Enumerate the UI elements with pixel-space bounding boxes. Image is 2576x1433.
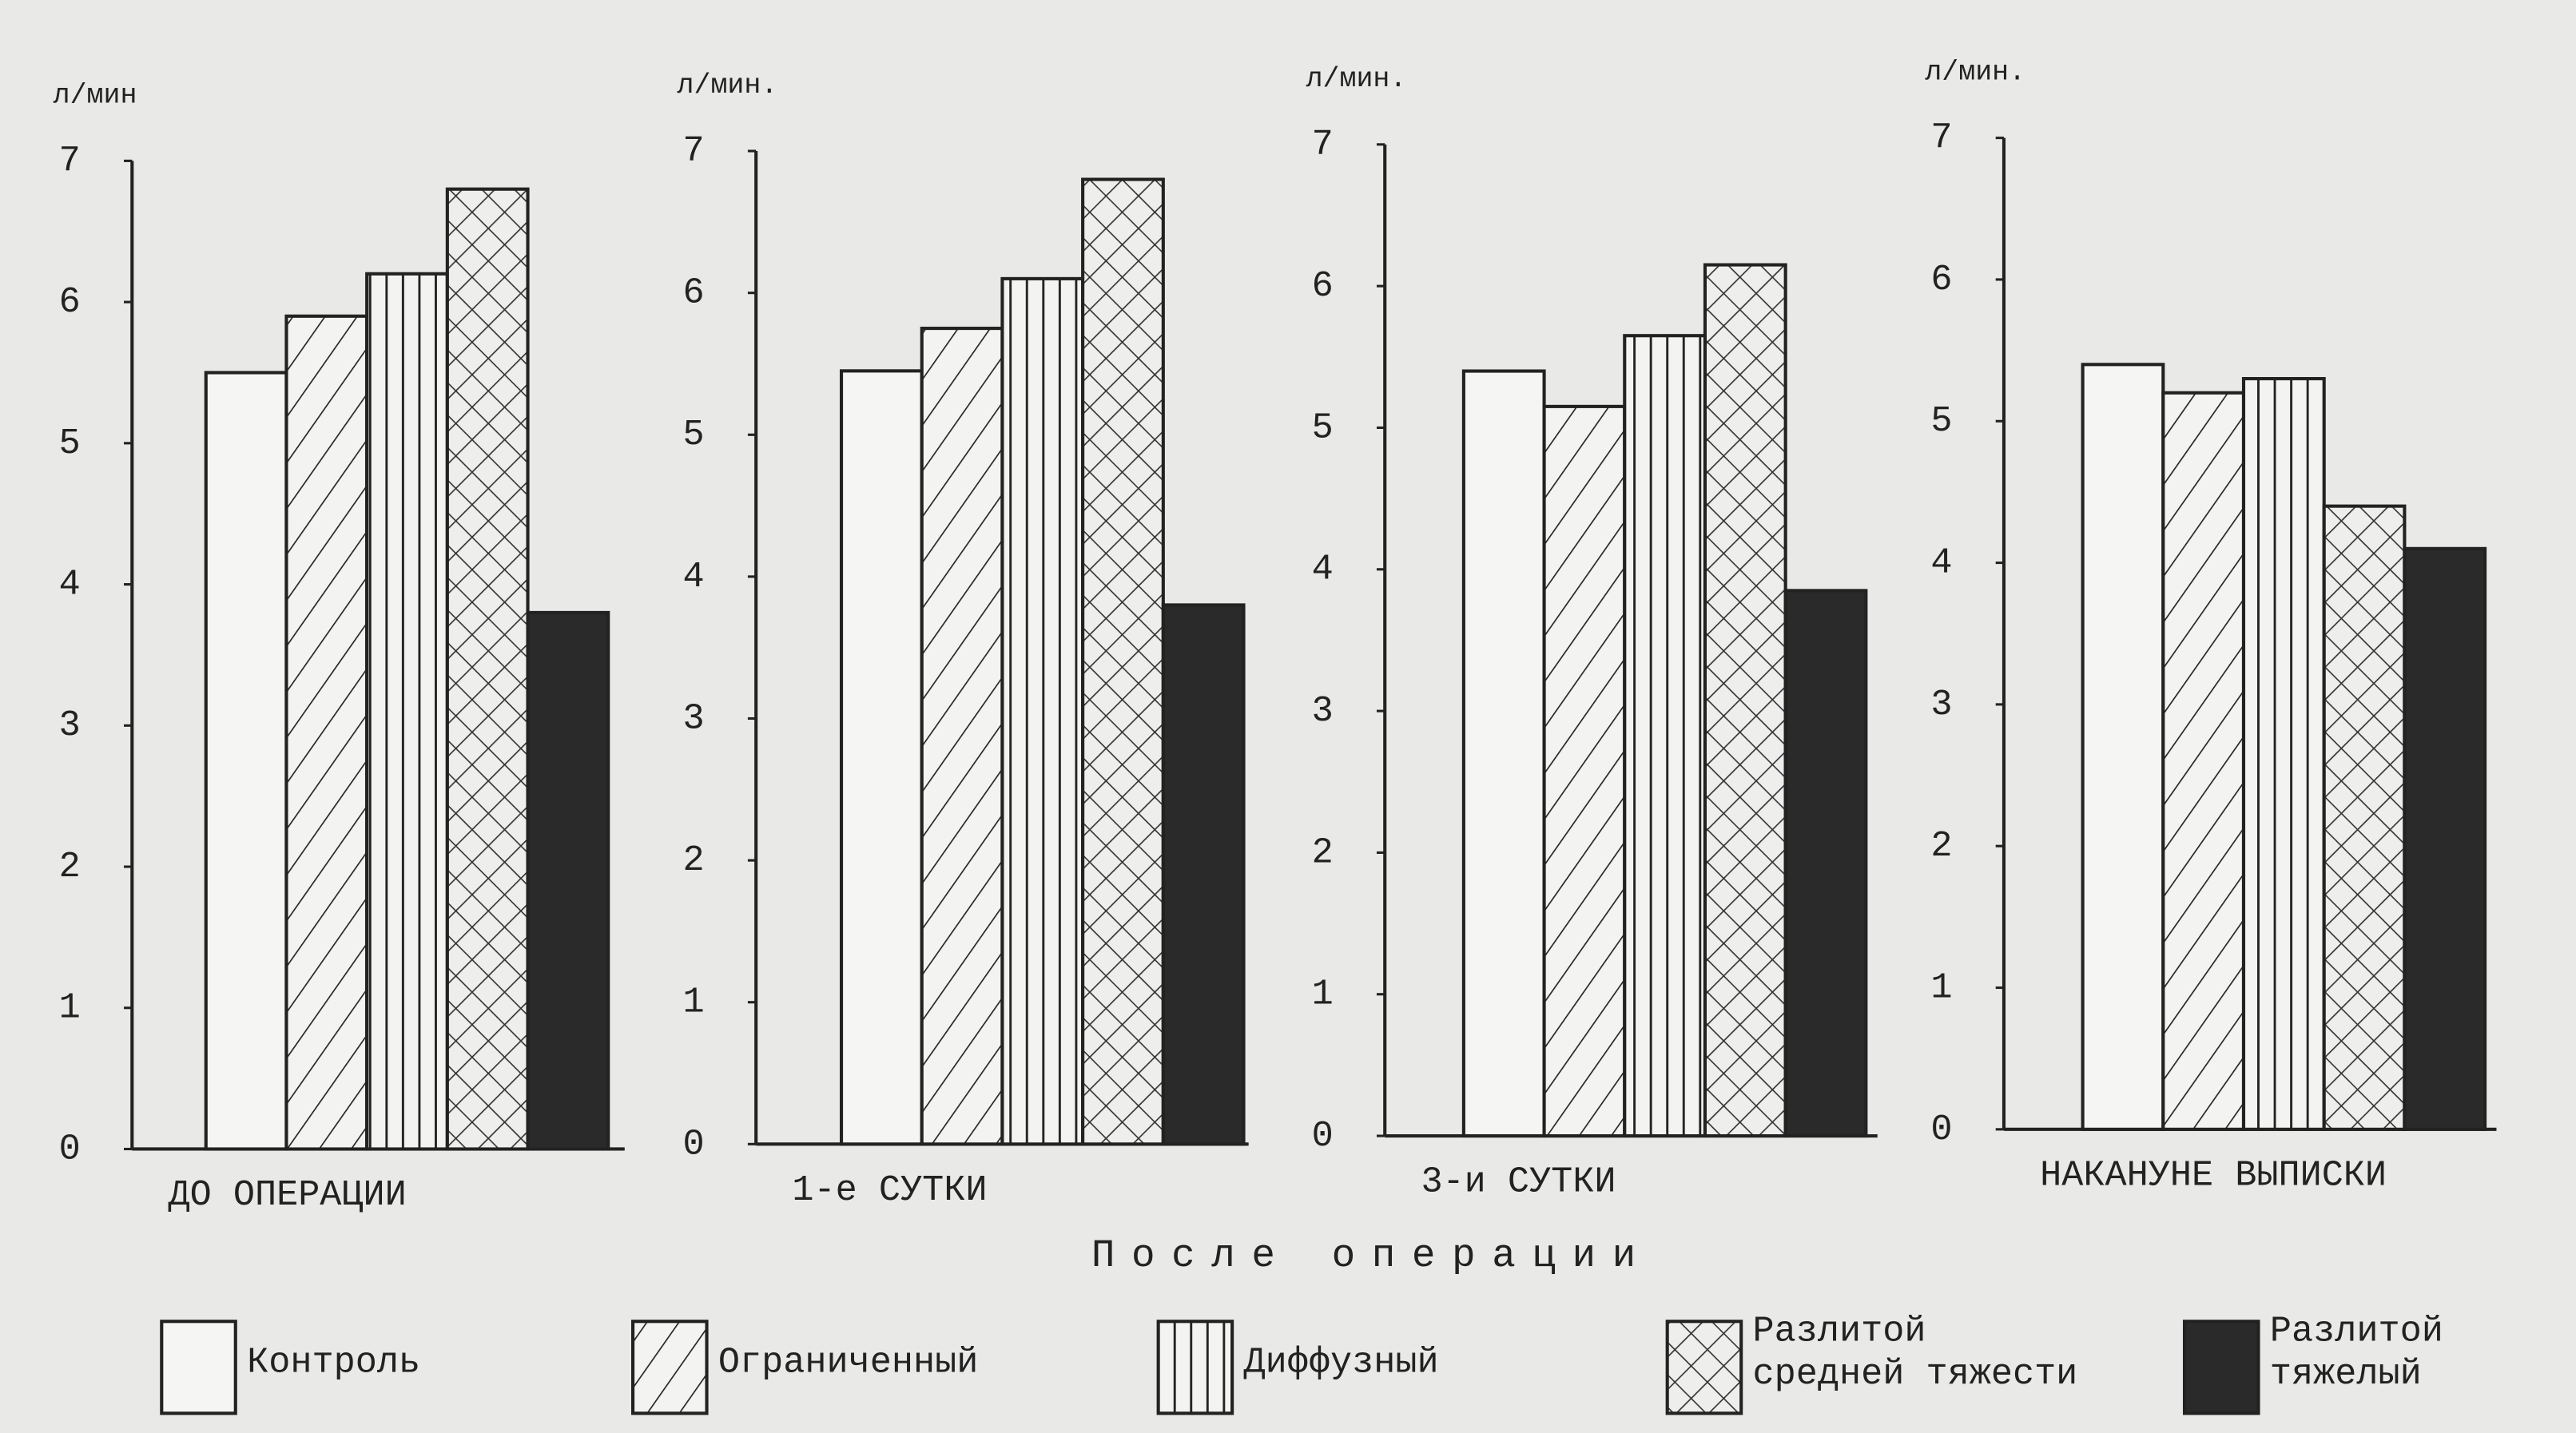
bar [1081, 177, 1165, 1146]
y-tick-label: 1 [59, 987, 81, 1029]
legend-label: Диффузный [1244, 1342, 1439, 1383]
y-tick-label: 2 [59, 846, 81, 887]
y-tick-label: 3 [683, 697, 705, 739]
y-tick-label: 1 [683, 982, 705, 1023]
legend-swatch [2182, 1320, 2260, 1415]
y-tick-label: 4 [683, 556, 705, 597]
panel-title: 1-е СУТКИ [792, 1169, 987, 1211]
y-tick-label: 6 [683, 272, 705, 314]
bar [1783, 589, 1868, 1138]
y-axis-label: л/мин [54, 80, 137, 111]
y-tick-label: 4 [59, 564, 81, 605]
bar [1542, 404, 1627, 1138]
y-tick-label: 1 [1312, 974, 1334, 1015]
y-tick-label: 6 [59, 281, 81, 323]
panel-title: 3-и СУТКИ [1421, 1161, 1616, 1203]
y-tick-label: 0 [1930, 1109, 1952, 1150]
y-tick-label: 5 [1930, 400, 1952, 442]
legend-swatch [631, 1320, 709, 1415]
bar [2241, 377, 2326, 1131]
y-tick-label: 6 [1312, 265, 1334, 307]
bar [204, 371, 288, 1151]
legend-label: средней тяжести [1753, 1353, 2078, 1395]
bar [1000, 276, 1085, 1146]
bar [1703, 263, 1787, 1138]
legend-swatch [160, 1320, 237, 1415]
bar [526, 610, 610, 1151]
y-tick-label: 7 [683, 130, 705, 172]
y-tick-label: 4 [1312, 549, 1334, 590]
bar [2403, 546, 2487, 1131]
y-axis-label: л/мин. [1306, 64, 1407, 95]
bar [920, 327, 1004, 1146]
legend-label: Разлитой [2270, 1311, 2443, 1352]
y-axis-label: л/мин. [678, 70, 778, 101]
bar [1161, 603, 1246, 1146]
y-tick-label: 2 [1312, 832, 1334, 873]
legend-label: Разлитой [1753, 1311, 1926, 1352]
bar [1461, 369, 1546, 1138]
y-tick-label: 2 [683, 840, 705, 881]
legend-label: Контроль [247, 1342, 420, 1383]
legend-label: тяжелый [2270, 1353, 2422, 1395]
bar [445, 187, 530, 1151]
y-tick-label: 1 [1930, 967, 1952, 1008]
legend-swatch [1156, 1320, 1234, 1415]
y-tick-label: 0 [683, 1123, 705, 1165]
y-axis-label: л/мин. [1925, 58, 2025, 89]
bar [365, 272, 449, 1151]
y-tick-label: 3 [1312, 690, 1334, 732]
bar [839, 369, 924, 1146]
y-tick-label: 7 [1930, 117, 1952, 159]
y-tick-label: 6 [1930, 259, 1952, 300]
panel-title: НАКАНУНЕ ВЫПИСКИ [2040, 1154, 2387, 1196]
y-tick-label: 4 [1930, 542, 1952, 584]
panel-title: ДО ОПЕРАЦИИ [169, 1174, 407, 1216]
y-tick-label: 7 [59, 140, 81, 181]
bar [1623, 334, 1707, 1138]
bar [284, 314, 369, 1151]
y-tick-label: 2 [1930, 825, 1952, 867]
y-tick-label: 0 [59, 1128, 81, 1169]
bar [2081, 363, 2165, 1131]
y-tick-label: 3 [1930, 684, 1952, 725]
caption: После операции [1091, 1233, 1652, 1278]
bar [2161, 391, 2246, 1131]
bar [2322, 504, 2407, 1131]
y-tick-label: 0 [1312, 1115, 1334, 1157]
y-tick-label: 7 [1312, 124, 1334, 165]
legend-swatch [1665, 1320, 1743, 1415]
y-tick-label: 5 [1312, 407, 1334, 448]
y-tick-label: 5 [683, 414, 705, 455]
y-tick-label: 5 [59, 423, 81, 464]
legend-label: Ограниченный [718, 1342, 978, 1383]
y-tick-label: 3 [59, 705, 81, 746]
